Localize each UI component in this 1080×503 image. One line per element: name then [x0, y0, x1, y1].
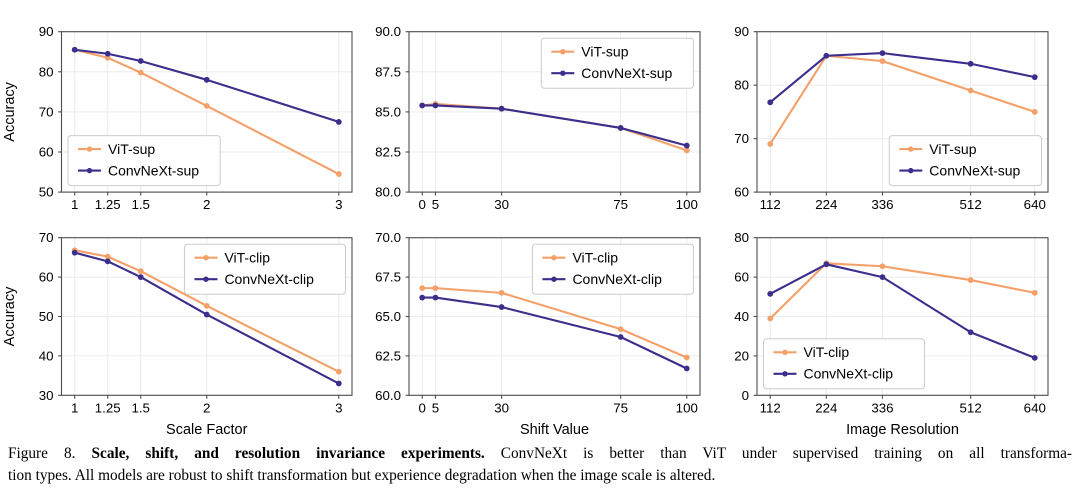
svg-text:ConvNeXt-sup: ConvNeXt-sup: [581, 65, 672, 81]
svg-text:336: 336: [871, 400, 893, 415]
svg-text:67.5: 67.5: [375, 270, 401, 285]
svg-text:1.25: 1.25: [95, 197, 121, 212]
svg-text:112: 112: [760, 400, 781, 415]
svg-text:60: 60: [39, 270, 54, 285]
svg-text:Accuracy: Accuracy: [2, 81, 18, 141]
svg-text:80.0: 80.0: [375, 185, 401, 200]
svg-text:5: 5: [432, 400, 439, 415]
svg-text:ViT-sup: ViT-sup: [929, 141, 976, 157]
svg-text:30: 30: [39, 388, 54, 403]
svg-text:80: 80: [39, 64, 54, 79]
svg-text:1.5: 1.5: [131, 197, 150, 212]
svg-text:ViT-sup: ViT-sup: [581, 43, 628, 59]
svg-text:65.0: 65.0: [375, 309, 401, 324]
svg-text:Image Resolution: Image Resolution: [846, 422, 959, 438]
svg-text:20: 20: [734, 348, 749, 363]
svg-text:50: 50: [39, 185, 54, 200]
svg-text:85.0: 85.0: [375, 104, 401, 119]
svg-text:62.5: 62.5: [375, 348, 401, 363]
svg-text:640: 640: [1024, 197, 1046, 212]
svg-text:0: 0: [419, 400, 426, 415]
svg-text:5: 5: [432, 197, 439, 212]
svg-text:100: 100: [676, 400, 698, 415]
svg-text:75: 75: [613, 197, 628, 212]
svg-text:3: 3: [335, 197, 342, 212]
svg-text:90: 90: [734, 24, 749, 39]
svg-text:70: 70: [39, 230, 54, 245]
svg-text:90: 90: [39, 24, 54, 39]
svg-text:3: 3: [335, 400, 342, 415]
svg-text:0: 0: [419, 197, 426, 212]
svg-text:1: 1: [71, 197, 78, 212]
svg-text:Shift Value: Shift Value: [520, 422, 589, 438]
svg-text:ConvNeXt-clip: ConvNeXt-clip: [224, 271, 314, 287]
svg-text:ViT-clip: ViT-clip: [572, 249, 618, 265]
svg-text:ViT-sup: ViT-sup: [108, 141, 155, 157]
svg-text:1.25: 1.25: [95, 400, 121, 415]
svg-text:ConvNeXt-sup: ConvNeXt-sup: [929, 162, 1020, 178]
svg-text:87.5: 87.5: [375, 64, 401, 79]
svg-text:512: 512: [960, 197, 982, 212]
svg-text:50: 50: [39, 309, 54, 324]
svg-text:ConvNeXt-sup: ConvNeXt-sup: [108, 162, 199, 178]
svg-text:224: 224: [815, 197, 837, 212]
svg-text:80: 80: [734, 78, 749, 93]
svg-text:ViT-clip: ViT-clip: [804, 344, 850, 360]
svg-text:60.0: 60.0: [375, 388, 401, 403]
svg-text:336: 336: [871, 197, 893, 212]
svg-text:60: 60: [39, 145, 54, 160]
svg-text:90.0: 90.0: [375, 24, 401, 39]
svg-text:224: 224: [815, 400, 837, 415]
svg-text:2: 2: [203, 197, 210, 212]
svg-text:70: 70: [39, 104, 54, 119]
svg-text:ConvNeXt-clip: ConvNeXt-clip: [572, 271, 662, 287]
svg-text:60: 60: [734, 185, 749, 200]
svg-text:80: 80: [734, 230, 749, 245]
svg-text:2: 2: [203, 400, 210, 415]
svg-text:30: 30: [494, 400, 509, 415]
svg-text:112: 112: [760, 197, 781, 212]
svg-text:100: 100: [676, 197, 698, 212]
svg-text:75: 75: [613, 400, 628, 415]
svg-text:70: 70: [734, 131, 749, 146]
svg-text:0: 0: [742, 388, 749, 403]
svg-text:ConvNeXt-clip: ConvNeXt-clip: [804, 366, 894, 382]
svg-text:512: 512: [960, 400, 982, 415]
svg-text:ViT-clip: ViT-clip: [224, 249, 270, 265]
svg-text:Scale Factor: Scale Factor: [166, 422, 248, 438]
svg-text:70.0: 70.0: [375, 230, 401, 245]
svg-text:60: 60: [734, 270, 749, 285]
svg-text:40: 40: [39, 348, 54, 363]
svg-text:30: 30: [494, 197, 509, 212]
svg-text:82.5: 82.5: [375, 145, 401, 160]
svg-text:40: 40: [734, 309, 749, 324]
svg-text:1.5: 1.5: [131, 400, 150, 415]
svg-text:640: 640: [1024, 400, 1046, 415]
svg-text:1: 1: [71, 400, 78, 415]
svg-text:Accuracy: Accuracy: [2, 286, 18, 346]
